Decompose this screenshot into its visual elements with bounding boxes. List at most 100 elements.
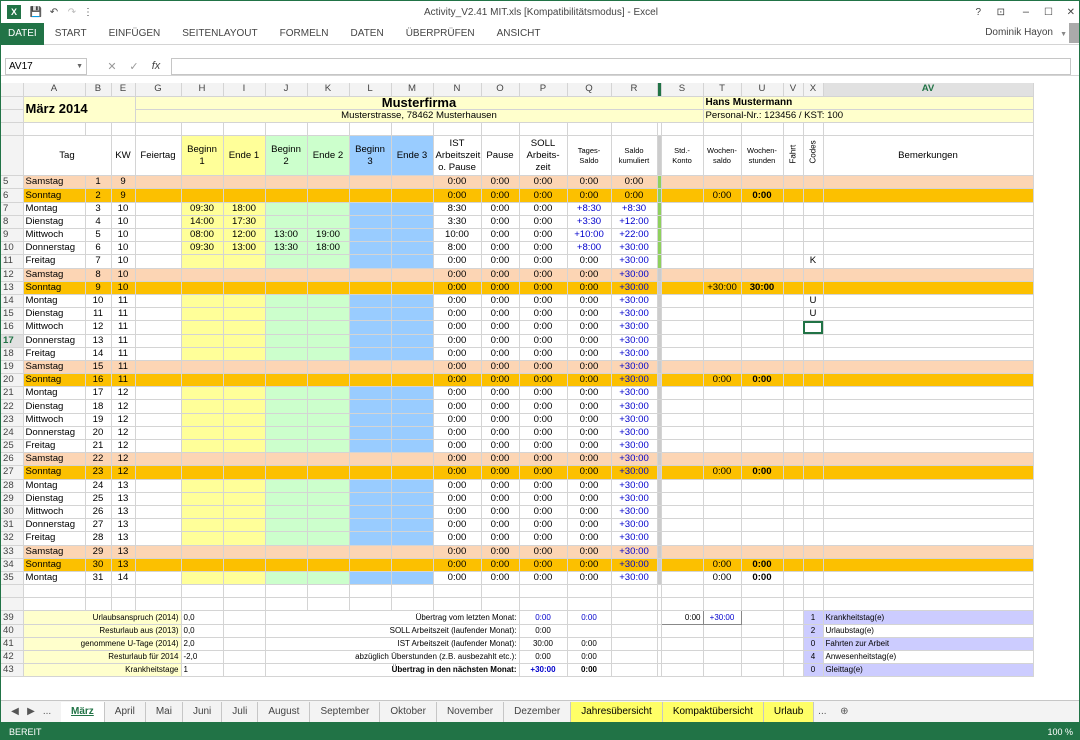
hours-account[interactable] bbox=[661, 558, 704, 572]
end-time-1[interactable] bbox=[223, 518, 266, 533]
code-cell[interactable] bbox=[803, 399, 824, 414]
start-time-1[interactable] bbox=[181, 360, 224, 375]
holiday-cell[interactable] bbox=[135, 479, 182, 493]
end-time-2[interactable] bbox=[307, 558, 350, 572]
account-value[interactable]: 0:00 bbox=[660, 610, 704, 625]
code-cell[interactable] bbox=[803, 545, 824, 559]
cumulative-balance[interactable]: +30:00 bbox=[611, 479, 658, 493]
empty-cell[interactable] bbox=[783, 584, 804, 599]
calendar-week[interactable]: 12 bbox=[111, 465, 136, 480]
empty-cell[interactable] bbox=[223, 122, 266, 137]
start-time-1[interactable] bbox=[181, 505, 224, 520]
empty-cell[interactable] bbox=[611, 122, 658, 137]
trip-cell[interactable] bbox=[783, 465, 804, 480]
day-name[interactable]: Donnerstag bbox=[23, 334, 86, 348]
empty-cell[interactable] bbox=[265, 122, 308, 137]
gap-cell[interactable] bbox=[657, 637, 662, 652]
gap-cell[interactable] bbox=[657, 663, 662, 678]
end-time-1[interactable] bbox=[223, 347, 266, 361]
gap-cell[interactable] bbox=[657, 386, 662, 401]
empty-cell[interactable] bbox=[783, 650, 804, 665]
daily-balance[interactable]: 0:00 bbox=[567, 386, 612, 401]
daily-balance[interactable]: 0:00 bbox=[567, 254, 612, 269]
empty-cell[interactable] bbox=[307, 597, 350, 612]
weekly-balance[interactable] bbox=[703, 254, 742, 269]
weekly-balance[interactable]: +30:00 bbox=[703, 281, 742, 295]
cumulative-balance[interactable]: +30:00 bbox=[611, 386, 658, 401]
remarks-cell[interactable] bbox=[823, 281, 1034, 295]
day-name[interactable]: Samstag bbox=[23, 452, 86, 467]
start-time-2[interactable] bbox=[265, 571, 308, 586]
target-hours[interactable]: 0:00 bbox=[519, 465, 568, 480]
pause-time[interactable]: 0:00 bbox=[481, 505, 520, 520]
target-hours[interactable]: 0:00 bbox=[519, 492, 568, 506]
summary-mid-value-2[interactable] bbox=[567, 624, 612, 638]
company-address[interactable]: Musterstrasse, 78462 Musterhausen bbox=[135, 109, 704, 124]
target-hours[interactable]: 0:00 bbox=[519, 426, 568, 441]
gap-cell[interactable] bbox=[657, 531, 662, 546]
ribbon-tab-4[interactable]: FORMELN bbox=[279, 27, 329, 39]
holiday-cell[interactable] bbox=[135, 518, 182, 533]
end-time-1[interactable] bbox=[223, 413, 266, 427]
target-hours[interactable]: 0:00 bbox=[519, 439, 568, 454]
start-time-1[interactable]: 14:00 bbox=[181, 215, 224, 230]
end-time-2[interactable] bbox=[307, 399, 350, 414]
column-title-bemerkungen[interactable]: Bemerkungen bbox=[823, 135, 1034, 177]
trip-cell[interactable] bbox=[783, 202, 804, 216]
start-time-2[interactable] bbox=[265, 531, 308, 546]
remarks-cell[interactable] bbox=[823, 254, 1034, 269]
empty-cell[interactable] bbox=[661, 663, 704, 678]
add-sheet-icon[interactable]: ⊕ bbox=[840, 706, 849, 717]
start-time-1[interactable] bbox=[181, 373, 224, 388]
holiday-cell[interactable] bbox=[135, 492, 182, 506]
end-time-3[interactable] bbox=[391, 386, 434, 401]
empty-cell[interactable] bbox=[135, 584, 182, 599]
trip-cell[interactable] bbox=[783, 545, 804, 559]
calendar-week[interactable]: 12 bbox=[111, 399, 136, 414]
empty-cell[interactable] bbox=[661, 637, 704, 652]
empty-cell[interactable] bbox=[741, 597, 784, 612]
start-time-1[interactable] bbox=[181, 268, 224, 282]
start-time-2[interactable] bbox=[265, 413, 308, 427]
code-cell[interactable] bbox=[803, 386, 824, 401]
daily-balance[interactable]: 0:00 bbox=[567, 531, 612, 546]
start-time-3[interactable] bbox=[349, 545, 392, 559]
target-hours[interactable]: 0:00 bbox=[519, 373, 568, 388]
remarks-cell[interactable] bbox=[823, 334, 1034, 348]
ribbon-tab-3[interactable]: SEITENLAYOUT bbox=[182, 27, 258, 39]
start-time-1[interactable] bbox=[181, 492, 224, 506]
start-time-3[interactable] bbox=[349, 347, 392, 361]
cumulative-balance[interactable]: +30:00 bbox=[611, 268, 658, 282]
summary-value[interactable]: 2,0 bbox=[181, 637, 224, 652]
close-icon[interactable]: ✕ bbox=[1066, 6, 1075, 18]
end-time-3[interactable] bbox=[391, 439, 434, 454]
code-cell[interactable] bbox=[803, 281, 824, 295]
trip-cell[interactable] bbox=[783, 505, 804, 520]
day-name[interactable]: Dienstag bbox=[23, 307, 86, 322]
gap-cell[interactable] bbox=[657, 254, 662, 269]
sheet-tab[interactable]: Jahresübersicht bbox=[571, 701, 663, 722]
remarks-cell[interactable] bbox=[823, 294, 1034, 309]
empty-cell[interactable] bbox=[661, 122, 704, 137]
empty-cell[interactable] bbox=[741, 584, 784, 599]
maximize-icon[interactable]: ☐ bbox=[1044, 6, 1053, 18]
target-hours[interactable]: 0:00 bbox=[519, 452, 568, 467]
start-time-3[interactable] bbox=[349, 334, 392, 348]
column-header[interactable]: H bbox=[181, 83, 224, 97]
hours-account[interactable] bbox=[661, 452, 704, 467]
start-time-2[interactable] bbox=[265, 175, 308, 190]
daily-balance[interactable]: 0:00 bbox=[567, 294, 612, 309]
row-header[interactable]: 33 bbox=[1, 545, 24, 559]
gap-cell[interactable] bbox=[657, 188, 662, 203]
daily-balance[interactable]: 0:00 bbox=[567, 545, 612, 559]
row-header[interactable]: 34 bbox=[1, 558, 24, 572]
column-header[interactable]: J bbox=[265, 83, 308, 97]
spreadsheet-grid[interactable]: ABEGHIJKLMNOPQRSTUVXAVAW März 2014Muster… bbox=[1, 83, 1079, 699]
column-title-fahrt[interactable]: Fahrt bbox=[783, 135, 804, 177]
empty-cell[interactable] bbox=[433, 584, 482, 599]
weekly-hours[interactable] bbox=[741, 360, 784, 375]
sheet-tab[interactable]: Juli bbox=[222, 701, 259, 722]
row-header[interactable]: 18 bbox=[1, 347, 24, 361]
empty-cell[interactable] bbox=[661, 624, 704, 638]
end-time-1[interactable]: 18:00 bbox=[223, 202, 266, 216]
